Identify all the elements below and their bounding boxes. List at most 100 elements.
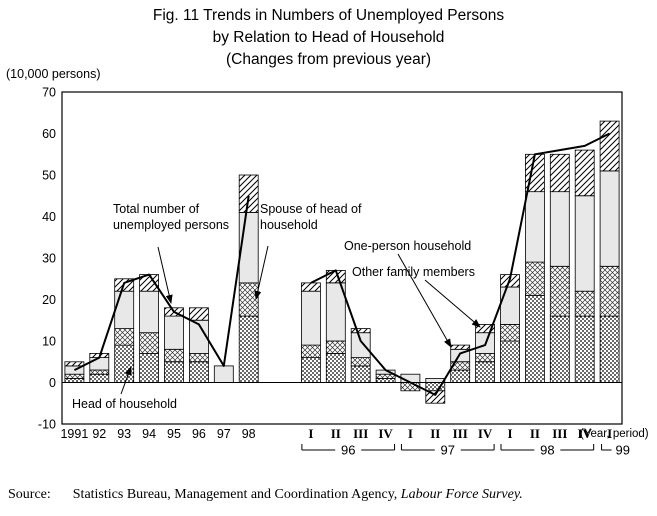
x-quarter-label: II bbox=[530, 426, 540, 441]
bar-segment bbox=[350, 332, 371, 359]
group-year-label: 96 bbox=[341, 443, 355, 458]
y-axis-unit-label: (10,000 persons) bbox=[6, 67, 101, 81]
bar-segment bbox=[425, 390, 446, 404]
group-year-label: 98 bbox=[540, 443, 554, 458]
x-quarter-label: IV bbox=[378, 426, 393, 441]
total-line-annual bbox=[73, 195, 250, 371]
annotation-arrow bbox=[424, 279, 481, 328]
bar-segment bbox=[350, 328, 371, 334]
annotation-other-family: Other family members bbox=[352, 265, 475, 279]
bar-segment bbox=[599, 170, 620, 267]
bar-segment bbox=[188, 307, 209, 321]
bar-segment bbox=[300, 357, 321, 383]
source-line: Source: Statistics Bureau, Management and… bbox=[8, 487, 523, 503]
annotation-head-of-household: Head of household bbox=[72, 397, 177, 411]
bar-segment bbox=[525, 261, 545, 296]
x-axis-note: (Year, period) bbox=[580, 428, 649, 440]
x-quarter-label: I bbox=[408, 426, 413, 441]
bar-segment bbox=[475, 352, 496, 363]
bar-segment bbox=[574, 315, 595, 383]
group-year-label: 99 bbox=[616, 443, 630, 458]
x-year-label: 93 bbox=[117, 427, 131, 441]
plot-border bbox=[61, 91, 623, 425]
bar-segment bbox=[500, 340, 520, 383]
y-tick-label: 70 bbox=[42, 86, 56, 100]
x-quarter-label: II bbox=[331, 426, 341, 441]
x-quarter-label: III bbox=[353, 426, 368, 441]
total-line-quarterly bbox=[310, 132, 611, 396]
bar-segment bbox=[525, 191, 545, 263]
y-tick-label: 20 bbox=[42, 293, 56, 307]
bar-segment bbox=[300, 344, 321, 359]
bar-segment bbox=[549, 315, 570, 383]
bar-segment bbox=[164, 361, 184, 383]
y-tick-label: 0 bbox=[49, 376, 56, 390]
annotation-total-line2: unemployed persons bbox=[113, 218, 230, 232]
bar-segment bbox=[64, 373, 85, 379]
source-text: Statistics Bureau, Management and Coordi… bbox=[72, 487, 401, 502]
annotation-arrow bbox=[157, 246, 173, 304]
bar-segment bbox=[375, 373, 396, 379]
x-quarter-label: I bbox=[507, 426, 512, 441]
x-quarter-label: IV bbox=[577, 426, 592, 441]
annotation-spouse-line1: Spouse of head of bbox=[260, 202, 362, 216]
x-year-label: 96 bbox=[192, 427, 206, 441]
x-year-label: 94 bbox=[142, 427, 156, 441]
annotation-arrows bbox=[120, 245, 481, 395]
x-quarter-label: I bbox=[308, 426, 313, 441]
bar-segment bbox=[139, 290, 160, 334]
annotation-arrow bbox=[397, 253, 452, 348]
annotation-total-unemployed: Total number of unemployed persons bbox=[113, 201, 229, 233]
bar-segment bbox=[89, 369, 110, 375]
bars-layer bbox=[64, 120, 620, 404]
bar-segment bbox=[350, 357, 371, 367]
bar-segment bbox=[500, 286, 520, 325]
y-tick-label: 60 bbox=[42, 127, 56, 141]
annotation-arrow bbox=[120, 366, 132, 395]
x-year-label: 97 bbox=[217, 427, 231, 441]
bar-segment bbox=[64, 361, 85, 367]
source-survey-name: Labour Force Survey. bbox=[400, 487, 523, 502]
bar-segment bbox=[350, 365, 371, 383]
bar-segment bbox=[238, 282, 259, 317]
bar-segment bbox=[114, 290, 135, 330]
x-quarter-label: II bbox=[430, 426, 440, 441]
figure-title-line3: (Changes from previous year) bbox=[225, 51, 432, 68]
bar-segment bbox=[500, 323, 520, 342]
bar-segment bbox=[599, 265, 620, 317]
annotation-one-person: One-person household bbox=[344, 239, 472, 253]
bar-segment bbox=[549, 153, 570, 193]
bar-segment bbox=[114, 344, 135, 383]
bar-segment bbox=[525, 294, 545, 383]
bar-segment bbox=[549, 191, 570, 267]
x-quarter-label: III bbox=[453, 426, 468, 441]
group-brackets: 96 97 98 99 bbox=[301, 443, 630, 458]
figure-title: Fig. 11 Trends in Numbers of Unemployed … bbox=[0, 5, 657, 71]
x-year-label: 1991 bbox=[60, 427, 88, 441]
annotation-spouse: Spouse of head of household bbox=[260, 201, 361, 233]
bar-segment bbox=[450, 369, 471, 383]
bar-segment bbox=[89, 357, 110, 371]
y-tick-label: 30 bbox=[42, 252, 56, 266]
bar-segment bbox=[375, 377, 396, 383]
bar-segment bbox=[599, 120, 620, 172]
bar-segment bbox=[574, 195, 595, 292]
bar-segment bbox=[213, 365, 234, 383]
bar-segment bbox=[300, 290, 321, 346]
y-tick-label: 40 bbox=[42, 210, 56, 224]
bar-segment bbox=[549, 265, 570, 317]
bar-segment bbox=[188, 361, 209, 383]
annotation-total-line1: Total number of bbox=[113, 202, 200, 216]
bar-segment bbox=[139, 352, 160, 383]
x-axis-labels: 1991 92 93 94 95 96 97 98 I II III IV I II III IV I II III… bbox=[60, 426, 612, 441]
y-tick-label: -10 bbox=[38, 418, 56, 432]
bar-segment bbox=[164, 348, 184, 363]
bar-segment bbox=[64, 377, 85, 383]
x-year-label: 95 bbox=[167, 427, 181, 441]
x-quarter-label: IV bbox=[478, 426, 493, 441]
bar-segment bbox=[325, 340, 346, 354]
bar-segment bbox=[325, 352, 346, 383]
bar-segment bbox=[475, 361, 496, 383]
